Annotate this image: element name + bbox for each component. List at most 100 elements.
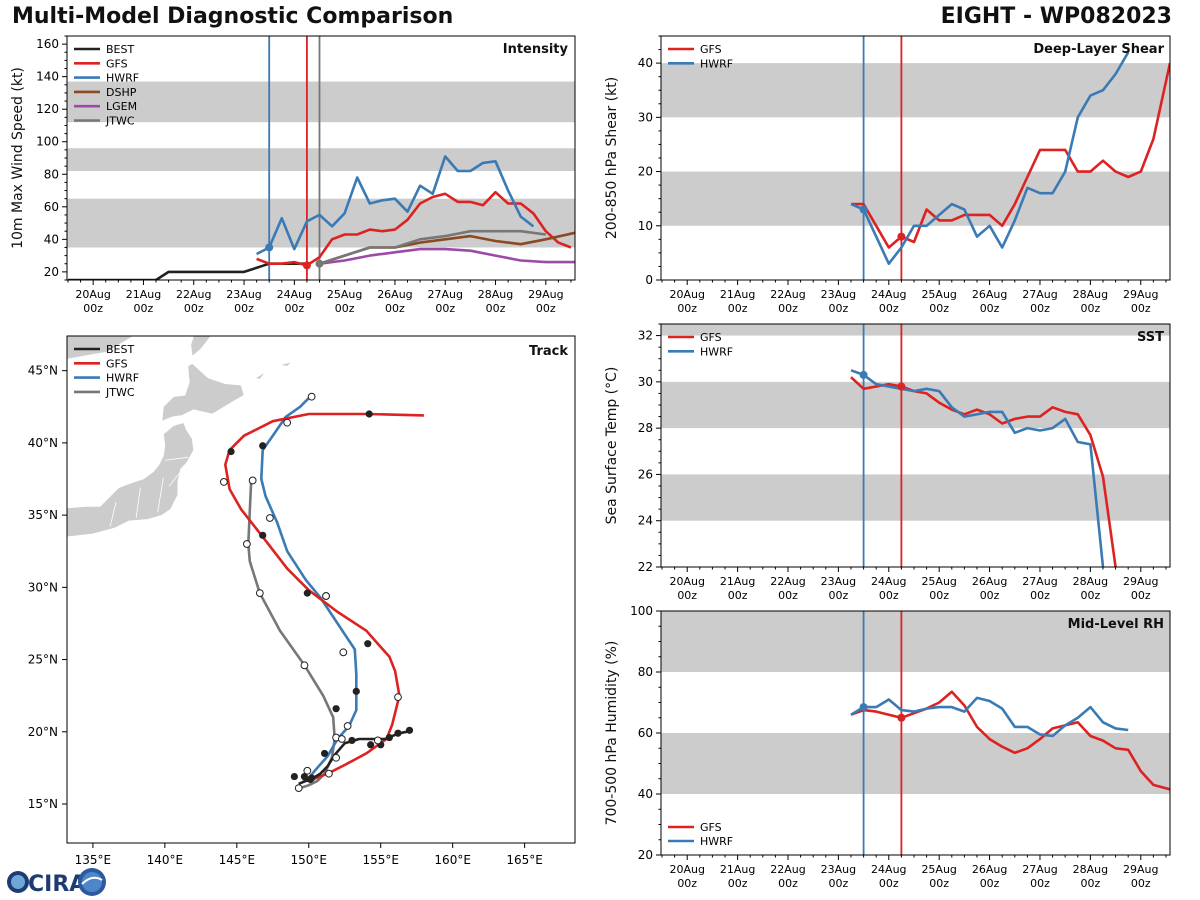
intensity-xtick-label: 20Aug	[75, 288, 110, 301]
sst-xtick-label: 29Aug	[1123, 575, 1158, 588]
sst-band-2	[661, 324, 1170, 336]
track-point-open-gfs	[325, 769, 333, 778]
rh-xtick-sublabel: 00z	[728, 877, 748, 890]
sst-series-hwrf	[850, 369, 1105, 567]
shear-xtick-label: 27Aug	[1022, 288, 1057, 301]
intensity-ytick-label: 80	[44, 167, 59, 181]
rh-series-hwrf	[850, 696, 1129, 738]
shear-xtick-sublabel: 00z	[778, 302, 798, 315]
sst-xtick-label: 21Aug	[720, 575, 755, 588]
land-area-4	[279, 361, 293, 367]
shear-legend-label: HWRF	[700, 57, 733, 70]
shear-marker-gfs	[897, 232, 906, 241]
track-ytick-label: 15°N	[28, 797, 58, 811]
rh-xtick-sublabel: 00z	[677, 877, 697, 890]
track-ytick-label: 30°N	[28, 580, 58, 594]
sst-xtick-sublabel: 00z	[980, 589, 1000, 602]
land-area-2	[67, 336, 134, 360]
rh-xtick-sublabel: 00z	[1030, 877, 1050, 890]
intensity-xtick-sublabel: 00z	[234, 302, 254, 315]
track-point-open-gfs	[394, 693, 402, 702]
shear-xtick-sublabel: 00z	[879, 302, 899, 315]
track-point-filled-best	[367, 741, 375, 749]
track-point-filled-gfs	[365, 410, 373, 418]
shear-legend-label: GFS	[700, 43, 722, 56]
track-point-filled-jtwc	[332, 705, 340, 713]
rh-legend-label: HWRF	[700, 835, 733, 848]
rh-xtick-label: 22Aug	[770, 863, 805, 876]
shear-ytick-label: 20	[638, 165, 653, 179]
sst-ytick-label: 26	[638, 467, 653, 481]
shear-xtick-label: 20Aug	[669, 288, 704, 301]
track-xtick-label: 150°E	[291, 853, 328, 867]
land-border-2	[157, 477, 164, 513]
shear-xtick-sublabel: 00z	[929, 302, 949, 315]
track-legend-label: JTWC	[105, 386, 135, 399]
sst-xtick-label: 20Aug	[669, 575, 704, 588]
shear-xtick-label: 22Aug	[770, 288, 805, 301]
sst-marker-gfs	[897, 382, 906, 391]
intensity-xtick-label: 27Aug	[427, 288, 462, 301]
track-point-open-hwrf	[339, 648, 348, 657]
intensity-xtick-label: 24Aug	[277, 288, 312, 301]
sst-xtick-sublabel: 00z	[929, 589, 949, 602]
track-ytick-label: 45°N	[28, 364, 58, 378]
intensity-xtick-sublabel: 00z	[385, 302, 405, 315]
rh-marker-gfs	[897, 713, 906, 722]
land-border-3	[168, 472, 180, 487]
track-point-open-hwrf	[337, 735, 346, 743]
sst-xtick-sublabel: 00z	[879, 589, 899, 602]
track-point-open-hwrf	[343, 722, 352, 730]
shear-xtick-sublabel: 00z	[1030, 302, 1050, 315]
intensity-title: Intensity	[503, 42, 569, 57]
intensity-ytick-label: 20	[44, 265, 59, 279]
track-point-filled-gfs	[303, 589, 311, 597]
shear-band-0	[661, 171, 1170, 226]
intensity-marker-gfs	[302, 261, 311, 270]
sst-ytick-label: 28	[638, 421, 653, 435]
rh-xtick-label: 26Aug	[972, 863, 1007, 876]
rh-ytick-label: 20	[638, 848, 653, 862]
sst-xtick-sublabel: 00z	[1131, 589, 1151, 602]
rh-ytick-label: 80	[638, 665, 653, 679]
rh-legend-label: GFS	[700, 821, 722, 834]
intensity-series-lgem	[319, 247, 575, 265]
sst-panel: 22242628303220Aug00z21Aug00z22Aug00z23Au…	[604, 323, 1171, 602]
intensity-xtick-label: 26Aug	[377, 288, 412, 301]
shear-title: Deep-Layer Shear	[1033, 42, 1164, 57]
track-point-open-hwrf	[332, 753, 341, 762]
shear-xtick-label: 26Aug	[972, 288, 1007, 301]
intensity-marker-hwrf	[265, 243, 274, 252]
rh-xtick-sublabel: 00z	[1080, 877, 1100, 890]
track-point-open-jtwc	[294, 784, 303, 793]
track-legend-label: HWRF	[106, 372, 139, 385]
shear-band-1	[661, 63, 1170, 118]
intensity-ytick-label: 40	[44, 232, 59, 246]
shear-xtick-sublabel: 00z	[1131, 302, 1151, 315]
sst-xtick-label: 22Aug	[770, 575, 805, 588]
track-point-filled-best	[290, 772, 298, 781]
track-point-filled-best	[394, 729, 402, 737]
sst-xtick-label: 25Aug	[921, 575, 956, 588]
intensity-series-hwrf	[256, 155, 535, 256]
intensity-xtick-label: 28Aug	[478, 288, 513, 301]
land-border-0	[109, 502, 117, 527]
shear-xtick-label: 28Aug	[1073, 288, 1108, 301]
track-line-gfs	[224, 412, 424, 783]
shear-ytick-label: 0	[645, 273, 653, 287]
track-ytick-label: 35°N	[28, 508, 58, 522]
land-border-1	[135, 487, 141, 519]
rh-xtick-label: 28Aug	[1073, 863, 1108, 876]
track-xtick-label: 140°E	[147, 853, 184, 867]
track-point-filled-hwrf	[300, 772, 309, 781]
shear-xtick-sublabel: 00z	[980, 302, 1000, 315]
sst-xtick-sublabel: 00z	[1080, 589, 1100, 602]
sst-axes-frame	[660, 323, 1171, 568]
shear-xtick-label: 24Aug	[871, 288, 906, 301]
sst-legend-label: GFS	[700, 331, 722, 344]
rh-ytick-label: 60	[638, 726, 653, 740]
rh-xtick-label: 29Aug	[1123, 863, 1158, 876]
land-area-5	[254, 371, 266, 380]
sst-band-0	[661, 474, 1170, 521]
track-xtick-label: 145°E	[219, 853, 256, 867]
